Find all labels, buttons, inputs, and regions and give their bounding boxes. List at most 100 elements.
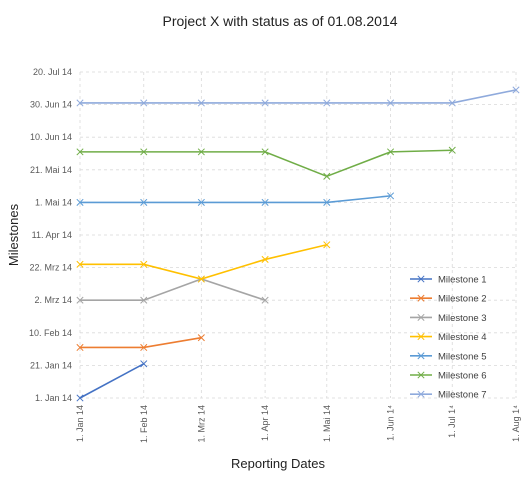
marker-stroke bbox=[417, 275, 425, 283]
x-axis-title: Reporting Dates bbox=[231, 456, 325, 471]
legend-item-milestone-6: Milestone 6 bbox=[410, 371, 487, 382]
marker-stroke bbox=[76, 99, 84, 107]
data-point bbox=[76, 394, 84, 402]
marker-stroke bbox=[140, 148, 148, 156]
y-tick-label: 10. Jun 14 bbox=[30, 132, 72, 142]
data-point bbox=[261, 198, 269, 206]
legend-marker bbox=[417, 333, 425, 341]
marker-stroke bbox=[261, 198, 269, 206]
series-line bbox=[80, 195, 391, 204]
data-point bbox=[197, 198, 205, 206]
marker-stroke bbox=[417, 333, 425, 341]
marker-stroke bbox=[417, 371, 425, 379]
legend-item-milestone-3: Milestone 3 bbox=[410, 313, 487, 324]
x-tick-label: 1. Jul 1⁴ bbox=[447, 405, 457, 438]
legend-marker bbox=[417, 352, 425, 360]
legend-label: Milestone 6 bbox=[438, 371, 487, 382]
legend-marker bbox=[417, 294, 425, 302]
marker-stroke bbox=[448, 99, 456, 107]
legend-item-milestone-1: Milestone 1 bbox=[410, 275, 487, 286]
marker-stroke bbox=[140, 198, 148, 206]
data-point bbox=[323, 241, 331, 249]
marker-stroke bbox=[140, 296, 148, 304]
data-point bbox=[323, 172, 331, 180]
marker-stroke bbox=[197, 148, 205, 156]
data-point bbox=[76, 260, 84, 268]
marker-stroke bbox=[76, 148, 84, 156]
data-point bbox=[197, 334, 205, 342]
data-point bbox=[323, 99, 331, 107]
marker-stroke bbox=[323, 99, 331, 107]
data-point bbox=[140, 296, 148, 304]
data-point bbox=[386, 192, 395, 200]
series-line bbox=[80, 336, 202, 349]
y-tick-label: 10. Feb 14 bbox=[29, 328, 72, 338]
series-milestone-7 bbox=[76, 86, 520, 107]
legend-item-milestone-7: Milestone 7 bbox=[410, 390, 487, 401]
x-tick-label: 1. Jun 1⁴ bbox=[386, 405, 396, 441]
marker-stroke bbox=[76, 343, 84, 352]
y-tick-label: 22. Mrz 14 bbox=[29, 263, 72, 273]
marker-stroke bbox=[261, 99, 269, 107]
series-milestone-4 bbox=[76, 241, 331, 283]
series-line bbox=[80, 149, 453, 178]
data-point bbox=[261, 296, 269, 304]
series-group bbox=[76, 86, 520, 402]
marker-stroke bbox=[417, 294, 425, 302]
marker-stroke bbox=[197, 334, 205, 342]
series-line bbox=[79, 363, 145, 399]
x-tick-label: 1. Mai 14 bbox=[322, 405, 332, 442]
data-point bbox=[140, 198, 148, 206]
legend-item-milestone-5: Milestone 5 bbox=[410, 351, 487, 362]
marker-stroke bbox=[386, 192, 395, 200]
data-point bbox=[197, 99, 205, 107]
data-point bbox=[140, 148, 148, 156]
legend-label: Milestone 3 bbox=[438, 313, 487, 324]
data-point bbox=[261, 148, 269, 156]
marker-stroke bbox=[386, 148, 395, 156]
marker-stroke bbox=[417, 313, 425, 321]
data-point bbox=[140, 260, 148, 268]
y-tick-label: 1. Jan 14 bbox=[35, 393, 72, 403]
marker-stroke bbox=[261, 255, 269, 264]
data-point bbox=[512, 86, 520, 94]
marker-stroke bbox=[76, 296, 84, 304]
marker-stroke bbox=[417, 352, 425, 360]
marker-stroke bbox=[140, 260, 148, 268]
marker-stroke bbox=[76, 260, 84, 268]
marker-stroke bbox=[140, 343, 148, 352]
legend-marker bbox=[417, 390, 425, 398]
data-point bbox=[448, 99, 456, 107]
y-tick-label: 1. Mai 14 bbox=[35, 197, 72, 207]
series-milestone-5 bbox=[76, 192, 395, 206]
data-point bbox=[261, 255, 269, 264]
marker-stroke bbox=[417, 390, 425, 398]
series-milestone-3 bbox=[76, 275, 269, 304]
series-milestone-2 bbox=[76, 334, 205, 352]
data-point bbox=[76, 343, 84, 352]
series-milestone-1 bbox=[76, 360, 148, 402]
x-tick-label: 1. Feb 14 bbox=[139, 405, 149, 443]
legend-marker bbox=[417, 275, 425, 283]
y-tick-label: 20. Jul 14 bbox=[33, 67, 72, 77]
marker-stroke bbox=[448, 146, 456, 154]
data-point bbox=[323, 198, 331, 206]
legend: Milestone 1 Milestone 2 Milestone 3 Milesto… bbox=[410, 275, 487, 401]
data-point bbox=[76, 198, 84, 206]
legend-label: Milestone 7 bbox=[438, 390, 487, 401]
x-axis-ticks: 1. Jan 14 1. Feb 14 1. Mrz 14 1. Apr 14 1. M… bbox=[75, 405, 521, 443]
legend-label: Milestone 5 bbox=[438, 351, 487, 362]
marker-stroke bbox=[261, 148, 269, 156]
x-tick-label: 1. Jan 14 bbox=[75, 405, 85, 442]
y-tick-label: 21. Mai 14 bbox=[30, 165, 72, 175]
marker-stroke bbox=[76, 394, 84, 402]
marker-stroke bbox=[140, 360, 148, 368]
data-point bbox=[76, 148, 84, 156]
data-point bbox=[197, 148, 205, 156]
data-point bbox=[386, 148, 395, 156]
y-tick-label: 30. Jun 14 bbox=[30, 100, 72, 110]
x-tick-label: 1. Apr 14 bbox=[260, 405, 270, 441]
series-line bbox=[80, 278, 266, 302]
marker-stroke bbox=[197, 198, 205, 206]
data-point bbox=[140, 99, 148, 107]
